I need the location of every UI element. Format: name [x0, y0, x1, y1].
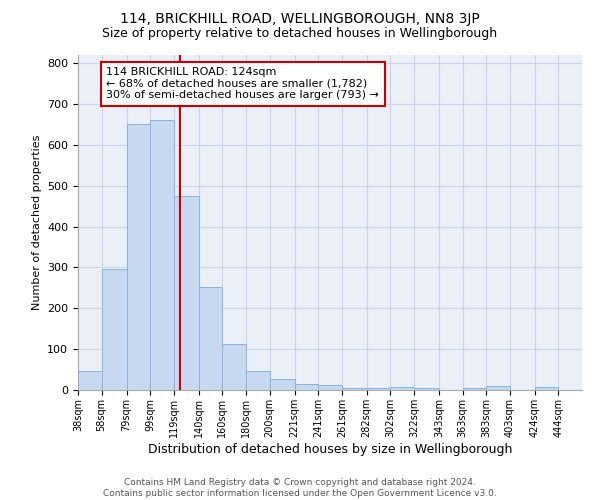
Text: Size of property relative to detached houses in Wellingborough: Size of property relative to detached ho… — [103, 28, 497, 40]
Bar — [174, 196, 199, 390]
Text: Contains HM Land Registry data © Crown copyright and database right 2024.
Contai: Contains HM Land Registry data © Crown c… — [103, 478, 497, 498]
Bar — [101, 270, 127, 390]
Bar — [199, 287, 223, 390]
X-axis label: Distribution of detached houses by size in Wellingborough: Distribution of detached houses by size … — [148, 442, 512, 456]
Bar — [318, 384, 342, 390]
Y-axis label: Number of detached properties: Number of detached properties — [32, 135, 41, 310]
Bar — [486, 386, 510, 390]
Bar — [269, 379, 295, 390]
Bar — [223, 344, 246, 390]
Bar — [535, 386, 559, 390]
Text: 114 BRICKHILL ROAD: 124sqm
← 68% of detached houses are smaller (1,782)
30% of s: 114 BRICKHILL ROAD: 124sqm ← 68% of deta… — [106, 68, 379, 100]
Bar — [414, 388, 439, 390]
Bar — [367, 388, 391, 390]
Bar — [246, 371, 269, 390]
Bar — [391, 386, 414, 390]
Bar — [150, 120, 174, 390]
Bar — [463, 388, 486, 390]
Bar — [342, 388, 367, 390]
Text: 114, BRICKHILL ROAD, WELLINGBOROUGH, NN8 3JP: 114, BRICKHILL ROAD, WELLINGBOROUGH, NN8… — [120, 12, 480, 26]
Bar — [78, 371, 101, 390]
Bar — [295, 384, 318, 390]
Bar — [127, 124, 150, 390]
